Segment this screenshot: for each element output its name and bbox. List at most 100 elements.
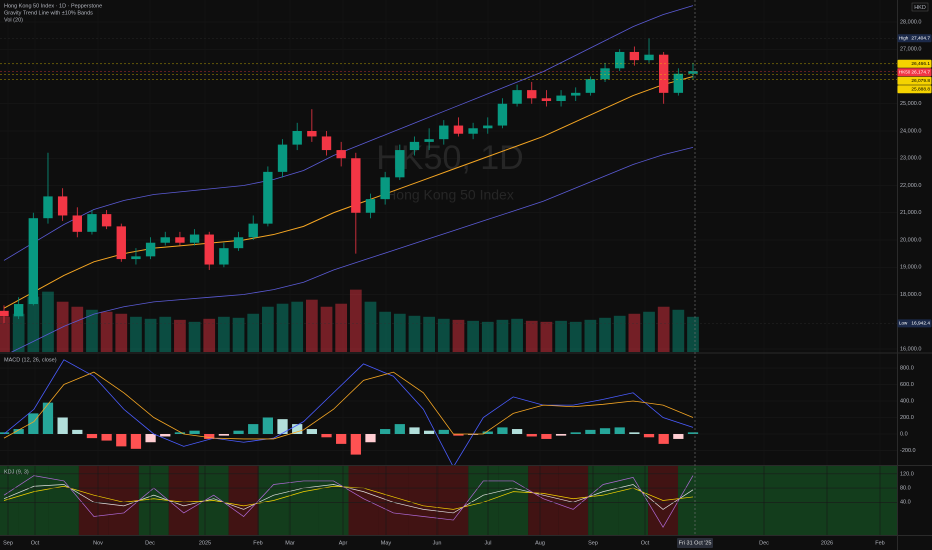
y-tick-label: 19,000.0 [900,265,921,271]
candle-body [600,68,610,80]
macd-histogram-bar [570,432,581,434]
currency[interactable]: HKD [914,5,926,11]
x-tick-label: 2026 [821,540,833,546]
candle-body [233,237,244,249]
candle-body [277,144,288,172]
macd-histogram-bar [380,429,391,434]
candle-body [43,196,53,219]
volume-bar [423,316,435,352]
kdj-band [348,466,379,535]
kdj-band [528,466,559,535]
price-tag-label: 26,466.1 [911,61,930,67]
volume-bar [12,313,25,352]
x-tick-label: Sep [3,540,13,546]
candle-body [483,125,493,129]
candle-body [204,234,214,265]
macd-histogram-bar [365,433,376,443]
x-tick-label: Oct [31,540,40,546]
candle-body [28,218,39,305]
candle-body [87,214,97,232]
currency-box[interactable] [911,2,929,12]
kdj-band [378,466,409,535]
volume-bar [203,318,216,352]
macd-histogram-bar [28,413,39,434]
macd-histogram-bar [160,433,171,437]
macd-title: MACD (12, 26, close) [4,357,57,363]
y-tick-label: 20,000.0 [900,237,921,243]
price-tag-name: Low [899,321,908,326]
y-tick-label: 400.0 [900,398,914,404]
cursor-date: Fri 31 Oct '25 [679,540,712,546]
candle-body [424,139,434,142]
y-tick-label: 800.0 [900,365,914,371]
macd-histogram-bar [438,429,449,434]
macd-histogram-bar [555,433,567,436]
y-tick-label: 28,000.0 [900,19,921,25]
candle-body [116,226,126,260]
kdj-band [288,466,319,535]
macd-histogram-bar [86,433,98,439]
candle-body [101,214,112,227]
macd-histogram-bar [585,429,596,434]
candle-body [336,150,346,159]
volume-bar [86,309,98,352]
candle-body [145,242,156,257]
macd-histogram-bar [409,427,420,434]
candle-body [673,73,684,93]
macd-histogram-bar [497,427,508,434]
volume-bar [27,296,40,352]
macd-histogram-bar [57,417,68,434]
volume-bar [188,321,201,352]
volume-bar [320,306,333,352]
x-tick-label: Jun [433,540,442,546]
axes: 16,000.0 18,000.0 19,000.0 20,000.0 21,000.0… [3,19,932,546]
volume-bar [599,317,611,352]
x-tick-label: Dec [145,540,155,546]
macd-histogram-bar [673,433,684,439]
macd-histogram-bar [511,429,523,434]
kdj-band [558,466,589,535]
volume-bar [452,319,465,352]
y-tick-label: 22,000.0 [900,183,921,189]
volume-bar [247,313,260,352]
candle-body [585,79,596,93]
price-tag [897,319,932,328]
volume-bar [569,321,582,352]
price-tag-label: 26,174.7 [911,70,930,76]
volume-bar [672,309,685,352]
x-tick-label: Apr [339,540,348,546]
volume-bar [159,316,172,352]
kdj-title: KDJ (9, 3) [4,469,29,475]
volume-bar [42,291,54,352]
indicator-title: Gravity Trend Line with ±10% Bands [4,10,93,16]
volume-bar [408,315,421,352]
volume-bar [232,317,245,352]
y-tick-label: 21,000.0 [900,210,921,216]
y-tick-label: 16,000.0 [900,346,921,352]
macd-histogram-bar [174,432,186,434]
x-tick-label: Mar [285,540,295,546]
price-tag [897,59,932,68]
macd-histogram-bar [262,417,274,434]
volume-bar [144,318,157,352]
macd-histogram-bar [394,424,405,434]
volume-bar [540,321,553,352]
kdj-band [228,466,259,535]
price-pane [0,5,897,352]
candle-body [497,103,508,126]
candle-body [380,177,390,200]
price-tag-label: 25,888.8 [911,87,930,93]
kdj-band [408,466,439,535]
kdj-band [18,466,49,535]
candle-body [365,199,376,213]
candle-body [72,215,82,232]
y-tick-label: 200.0 [900,415,914,421]
candle-body [175,237,185,243]
price-tag [897,34,932,43]
kdj-band [618,466,649,535]
kdj-band [498,466,529,535]
candle-body [629,51,640,61]
volume-bar [555,320,567,352]
kdj-band [438,466,469,535]
grid [0,21,897,503]
